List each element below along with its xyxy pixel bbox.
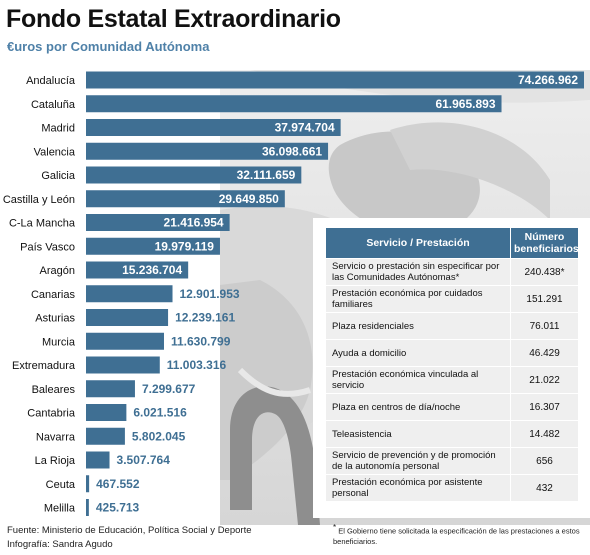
table-row: Servicio de prevención y de promoción de… (325, 447, 579, 475)
source-credit: Fuente: Ministerio de Educación, Polític… (7, 525, 252, 536)
category-label: La Rioja (35, 455, 76, 467)
bar (86, 475, 90, 493)
bar (86, 71, 584, 89)
service-cell: Ayuda a domicilio (325, 339, 511, 367)
category-label: Cantabria (27, 408, 76, 420)
count-cell: 16.307 (510, 393, 579, 421)
count-cell: 656 (510, 447, 579, 475)
bar (86, 237, 220, 255)
table-row: Prestación económica por asistente perso… (325, 474, 579, 502)
value-label: 19.979.119 (155, 239, 215, 253)
category-label: Galicia (41, 170, 76, 182)
bar (86, 499, 89, 516)
footnote-mark: * (333, 523, 337, 532)
bar (86, 166, 302, 184)
value-label: 15.236.704 (122, 263, 182, 277)
value-label: 12.901.953 (180, 287, 240, 301)
value-label: 5.802.045 (132, 429, 186, 443)
table-row: Ayuda a domicilio 46.429 (325, 339, 579, 367)
chart-title: Fondo Estatal Extraordinario (6, 5, 341, 33)
service-cell: Plaza en centros de día/noche (325, 393, 511, 421)
bar (86, 95, 502, 113)
count-cell: 151.291 (510, 285, 579, 313)
table-row: Teleasistencia 14.482 (325, 420, 579, 448)
table-row: Plaza en centros de día/noche 16.307 (325, 393, 579, 421)
bar (86, 142, 329, 160)
category-label: País Vasco (20, 241, 75, 253)
bar (86, 285, 173, 303)
bar (86, 309, 169, 326)
value-label: 21.416.954 (164, 216, 224, 230)
value-label: 36.098.661 (262, 144, 322, 158)
chart-subtitle: €uros por Comunidad Autónoma (7, 39, 210, 54)
table-row: Plaza residenciales 76.011 (325, 312, 579, 340)
bar (86, 261, 189, 279)
value-label: 29.649.850 (219, 192, 279, 206)
count-cell: 76.011 (510, 312, 579, 340)
category-label: Andalucía (26, 75, 76, 87)
beneficiaries-table: Servicio / Prestación Número beneficiari… (325, 227, 579, 502)
service-cell: Prestación económica por asistente perso… (325, 474, 511, 502)
bar-chart: Andalucía 74.266.962 Cataluña 61.965.893 Mad… (3, 71, 584, 516)
value-label: 37.974.704 (275, 121, 335, 135)
value-label: 32.111.659 (237, 168, 296, 182)
category-label: Melilla (44, 503, 76, 515)
category-label: Cataluña (31, 99, 76, 111)
bar (86, 190, 285, 208)
category-label: Ceuta (46, 479, 76, 491)
category-label: Aragón (40, 265, 75, 277)
value-label: 3.507.764 (117, 453, 171, 467)
count-cell: 46.429 (510, 339, 579, 367)
category-label: Navarra (36, 431, 76, 443)
category-label: Asturias (35, 313, 75, 325)
category-label: Castilla y León (3, 194, 75, 206)
service-cell: Teleasistencia (325, 420, 511, 448)
category-label: Murcia (42, 336, 76, 348)
category-label: Valencia (34, 146, 76, 158)
bar (86, 380, 135, 398)
value-label: 11.630.799 (171, 334, 231, 348)
bar (86, 119, 341, 136)
value-label: 12.239.161 (175, 311, 235, 325)
count-cell: 14.482 (510, 420, 579, 448)
value-label: 6.021.516 (133, 406, 187, 420)
count-cell: 21.022 (510, 366, 579, 394)
service-cell: Servicio o prestación sin especificar po… (325, 258, 511, 286)
bar (86, 404, 127, 421)
count-cell: 432 (510, 474, 579, 502)
value-label: 425.713 (96, 501, 140, 515)
category-label: Madrid (41, 123, 75, 135)
service-cell: Prestación económica por cuidados famili… (325, 285, 511, 313)
infographic-credit: Infografía: Sandra Agudo (7, 539, 113, 550)
column-header-beneficiaries: Número beneficiarios (510, 227, 579, 259)
category-label: Extremadura (12, 360, 76, 372)
value-label: 11.003.316 (167, 358, 227, 372)
bar (86, 332, 164, 350)
bar (86, 214, 230, 231)
bar (86, 356, 160, 374)
count-cell: 240.438* (510, 258, 579, 286)
category-label: Baleares (32, 384, 76, 396)
table-header-row: Servicio / Prestación Número beneficiari… (325, 227, 579, 259)
service-cell: Plaza residenciales (325, 312, 511, 340)
value-label: 61.965.893 (435, 97, 495, 111)
value-label: 74.266.962 (518, 73, 578, 87)
table-row: Servicio o prestación sin especificar po… (325, 258, 579, 286)
footnote-text: El Gobierno tiene solicitada la especifi… (333, 526, 580, 546)
bar (86, 427, 125, 445)
footnote: * El Gobierno tiene solicitada la especi… (333, 523, 585, 547)
category-label: Canarias (31, 289, 76, 301)
service-cell: Prestación económica vinculada al servic… (325, 366, 511, 394)
service-cell: Servicio de prevención y de promoción de… (325, 447, 511, 475)
table-row: Prestación económica vinculada al servic… (325, 366, 579, 394)
value-label: 7.299.677 (142, 382, 196, 396)
category-label: C-La Mancha (9, 218, 76, 230)
beneficiaries-table-panel: Servicio / Prestación Número beneficiari… (313, 218, 590, 518)
bar (86, 451, 110, 469)
value-label: 467.552 (96, 477, 140, 491)
column-header-service: Servicio / Prestación (325, 227, 511, 259)
table-row: Prestación económica por cuidados famili… (325, 285, 579, 313)
